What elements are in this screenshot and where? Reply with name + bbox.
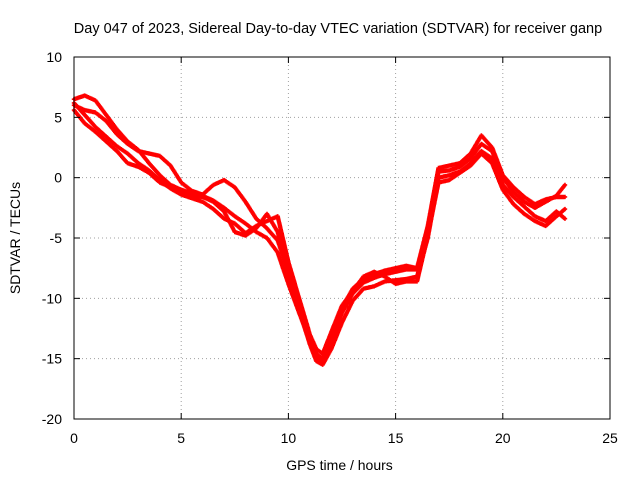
x-tick-label: 20 <box>495 430 511 446</box>
x-tick-label: 5 <box>177 430 185 446</box>
chart-title: Day 047 of 2023, Sidereal Day-to-day VTE… <box>74 21 602 37</box>
axis-ticks: 0 5 10 15 20 25 10 5 0 -5 -10 -15 -20 <box>42 49 618 446</box>
series-markers <box>71 93 568 365</box>
y-axis-label: SDTVAR / TECUs <box>7 182 23 294</box>
data-series <box>71 93 568 367</box>
y-tick-label: -20 <box>42 411 62 427</box>
series-markers <box>71 103 568 361</box>
y-tick-label: 10 <box>46 49 62 65</box>
y-tick-label: -10 <box>42 290 62 306</box>
y-tick-label: -15 <box>42 351 62 367</box>
x-tick-label: 10 <box>281 430 297 446</box>
x-tick-label: 25 <box>602 430 618 446</box>
grid <box>74 57 610 419</box>
x-tick-label: 0 <box>70 430 78 446</box>
series-track-4 <box>71 100 568 356</box>
series-track-2 <box>71 103 568 361</box>
y-tick-label: -5 <box>50 230 63 246</box>
series-markers <box>71 100 568 356</box>
y-tick-label: 5 <box>54 109 62 125</box>
x-tick-label: 15 <box>388 430 404 446</box>
x-axis-label: GPS time / hours <box>286 457 393 473</box>
y-tick-label: 0 <box>54 170 62 186</box>
series-track-1 <box>71 93 568 365</box>
